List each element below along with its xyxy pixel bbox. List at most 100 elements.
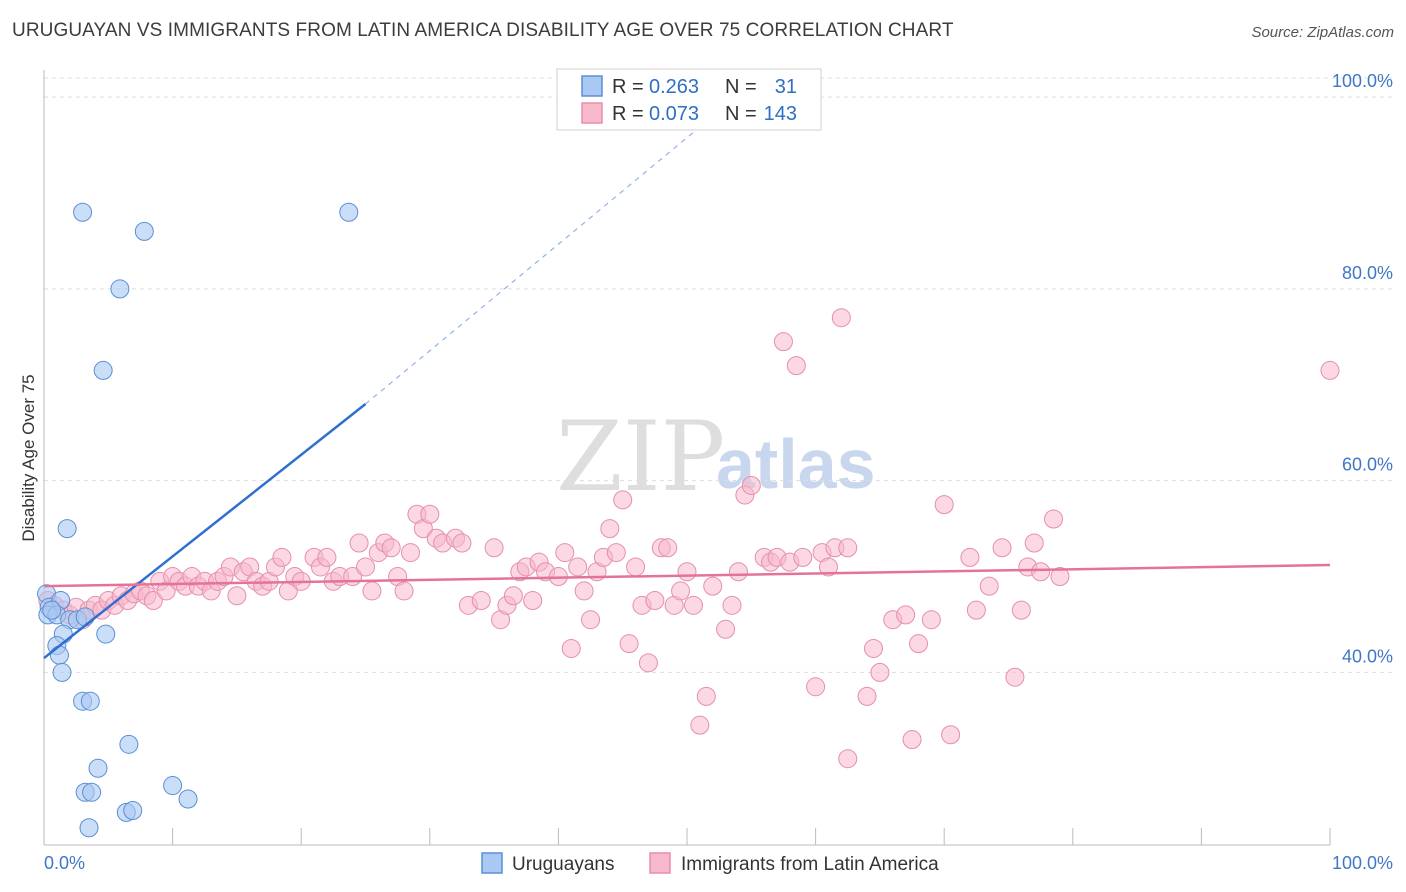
y-axis-label: Disability Age Over 75 xyxy=(19,374,38,541)
data-point-uruguayans xyxy=(80,691,100,711)
legend-r-value-1: 0.073 xyxy=(649,103,699,125)
data-point-immigrants xyxy=(484,538,504,558)
bottom-legend-label-immigrants: Immigrants from Latin America xyxy=(681,854,939,875)
data-point-immigrants xyxy=(786,356,806,376)
data-point-uruguayans xyxy=(75,607,95,627)
y-tick-label: 40.0% xyxy=(1342,646,1393,666)
data-point-immigrants xyxy=(941,725,961,745)
data-point-uruguayans xyxy=(88,758,108,778)
data-point-immigrants xyxy=(523,591,543,611)
x-tick-label-start: 0.0% xyxy=(44,853,85,873)
data-point-immigrants xyxy=(908,634,928,654)
data-point-uruguayans xyxy=(96,624,116,644)
data-point-immigrants xyxy=(728,562,748,582)
data-point-immigrants xyxy=(349,533,369,553)
series-uruguayans-points xyxy=(37,202,359,838)
data-point-immigrants xyxy=(452,533,472,553)
data-point-immigrants xyxy=(793,547,813,567)
data-point-immigrants xyxy=(696,686,716,706)
data-point-uruguayans xyxy=(339,202,359,222)
data-point-immigrants xyxy=(716,619,736,639)
data-point-immigrants xyxy=(626,557,646,577)
data-point-immigrants xyxy=(960,547,980,567)
data-point-immigrants xyxy=(838,749,858,769)
data-point-immigrants xyxy=(992,538,1012,558)
data-point-immigrants xyxy=(870,662,890,682)
data-point-immigrants xyxy=(272,547,292,567)
data-point-immigrants xyxy=(503,586,523,606)
data-point-immigrants xyxy=(381,538,401,558)
series-legend: Uruguayans Immigrants from Latin America xyxy=(481,852,939,875)
legend-r-value-0: 0.263 xyxy=(649,76,699,98)
legend-r-label-0: R = xyxy=(612,76,644,98)
data-point-immigrants xyxy=(471,591,491,611)
data-point-immigrants xyxy=(356,557,375,577)
data-point-uruguayans xyxy=(49,645,69,665)
trend-line-uruguayans xyxy=(43,402,367,660)
watermark: ZIP atlas xyxy=(556,401,876,513)
data-point-immigrants xyxy=(831,308,851,328)
data-point-immigrants xyxy=(703,576,723,596)
bottom-legend-swatch-uruguayans xyxy=(481,852,503,874)
data-point-immigrants xyxy=(818,557,838,577)
data-point-immigrants xyxy=(574,581,594,601)
data-point-immigrants xyxy=(645,591,665,611)
data-point-uruguayans xyxy=(163,776,183,796)
watermark-zip: ZIP xyxy=(556,401,725,513)
data-point-immigrants xyxy=(741,475,761,495)
data-point-uruguayans xyxy=(52,662,72,682)
y-tick-labels: 40.0% 60.0% 80.0% 100.0% xyxy=(1332,71,1393,666)
data-point-uruguayans xyxy=(110,279,130,299)
data-point-uruguayans xyxy=(123,800,143,820)
legend-n-label-0: N = xyxy=(725,76,757,98)
data-point-immigrants xyxy=(1005,667,1025,687)
legend-n-value-1: 143 xyxy=(764,103,797,125)
stats-legend: R = 0.263 N = 31 R = 0.073 N = 143 xyxy=(556,68,822,131)
data-point-immigrants xyxy=(690,715,710,735)
data-point-immigrants xyxy=(857,686,877,706)
data-point-uruguayans xyxy=(82,782,102,802)
data-point-uruguayans xyxy=(57,519,77,539)
data-point-immigrants xyxy=(638,653,658,673)
data-point-immigrants xyxy=(1050,567,1070,587)
bottom-legend-swatch-immigrants xyxy=(649,852,671,874)
trend-lines xyxy=(43,115,1331,660)
x-tick-label-end: 100.0% xyxy=(1332,853,1393,873)
data-point-uruguayans xyxy=(178,789,198,809)
data-point-immigrants xyxy=(722,595,742,615)
data-point-immigrants xyxy=(420,504,440,524)
data-point-uruguayans xyxy=(134,221,154,241)
data-point-immigrants xyxy=(1031,562,1051,582)
y-tick-label: 80.0% xyxy=(1342,263,1393,283)
data-point-immigrants xyxy=(677,562,697,582)
data-point-immigrants xyxy=(362,581,382,601)
data-point-immigrants xyxy=(966,600,986,620)
y-tick-label: 100.0% xyxy=(1332,71,1393,91)
data-point-immigrants xyxy=(806,677,826,697)
data-point-immigrants xyxy=(1044,509,1064,529)
data-point-immigrants xyxy=(555,543,575,563)
data-point-immigrants xyxy=(863,638,883,658)
data-point-immigrants xyxy=(902,730,922,750)
legend-swatch-immigrants xyxy=(581,102,603,124)
data-point-uruguayans xyxy=(42,600,62,620)
data-point-immigrants xyxy=(838,538,858,558)
data-point-immigrants xyxy=(1024,533,1044,553)
legend-r-label-1: R = xyxy=(612,103,644,125)
data-point-immigrants xyxy=(1320,360,1340,380)
source-label: Source: ZipAtlas.com xyxy=(1251,24,1394,41)
trend-line-immigrants xyxy=(43,563,1331,588)
chart-title: URUGUAYAN VS IMMIGRANTS FROM LATIN AMERI… xyxy=(12,20,954,41)
series-immigrants-points xyxy=(38,308,1340,769)
data-point-immigrants xyxy=(600,519,620,539)
bottom-legend-label-uruguayans: Uruguayans xyxy=(512,854,614,875)
data-point-immigrants xyxy=(658,538,678,558)
data-point-immigrants xyxy=(979,576,999,596)
data-point-immigrants xyxy=(227,586,247,606)
data-point-uruguayans xyxy=(73,202,93,222)
data-point-immigrants xyxy=(773,332,793,352)
data-point-uruguayans xyxy=(119,734,139,754)
y-tick-label: 60.0% xyxy=(1342,455,1393,475)
data-point-immigrants xyxy=(921,610,941,630)
